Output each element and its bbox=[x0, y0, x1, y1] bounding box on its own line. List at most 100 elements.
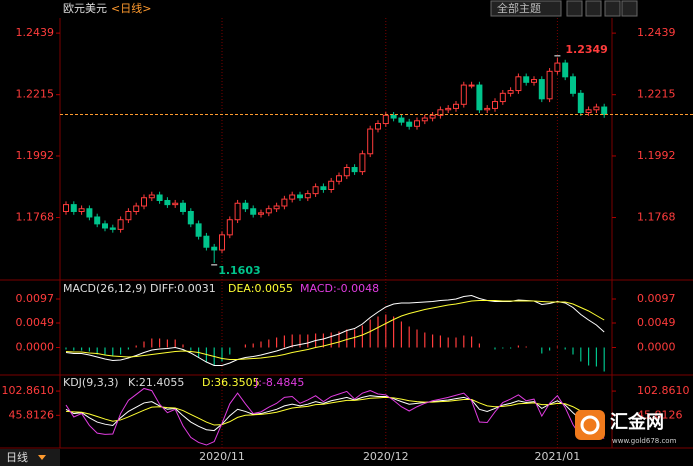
candle-body bbox=[429, 114, 436, 119]
candle-body bbox=[585, 109, 592, 114]
indicator-legend: MACD:-0.0048 bbox=[300, 282, 379, 295]
candle-body bbox=[125, 210, 132, 221]
candle-body bbox=[312, 186, 319, 195]
candle-body bbox=[70, 204, 77, 212]
period: <日线> bbox=[111, 1, 151, 15]
candle-body bbox=[94, 216, 101, 225]
candle-body bbox=[515, 76, 522, 92]
indicator-legend: DIFF:0.0031 bbox=[150, 282, 216, 295]
x-tick-label: 2020/11 bbox=[199, 450, 245, 463]
candle-body bbox=[172, 202, 179, 206]
candle-body bbox=[343, 167, 350, 177]
theme-button[interactable] bbox=[490, 0, 562, 17]
candle-body bbox=[102, 223, 108, 229]
candle-body bbox=[531, 79, 537, 83]
candle-body bbox=[546, 70, 553, 100]
tool-button[interactable] bbox=[585, 0, 602, 17]
candle-body bbox=[398, 117, 405, 123]
candle-body bbox=[304, 193, 311, 199]
candle-body bbox=[570, 76, 576, 94]
candle-body bbox=[523, 76, 530, 83]
candle-body bbox=[195, 223, 202, 237]
candle-body bbox=[460, 84, 467, 105]
candle-body bbox=[336, 175, 342, 182]
indicator-legend: DEA:0.0055 bbox=[228, 282, 293, 295]
candle-body bbox=[577, 92, 584, 114]
indicator-line bbox=[65, 300, 605, 360]
candle-body bbox=[203, 235, 210, 248]
candle-body bbox=[601, 106, 608, 115]
candle-body bbox=[78, 208, 85, 212]
candle-body bbox=[265, 208, 272, 214]
logo-mark bbox=[580, 415, 600, 435]
candle-body bbox=[414, 120, 420, 127]
candle-body bbox=[320, 186, 327, 191]
indicator-line bbox=[65, 396, 605, 426]
y-tick-label: 0.0000 bbox=[637, 341, 676, 354]
dropdown-arrow bbox=[38, 455, 46, 460]
y-tick-label: 102.8610 bbox=[637, 384, 690, 397]
candle-body bbox=[476, 84, 483, 111]
logo-name: 汇金网 bbox=[610, 411, 664, 433]
candle-body bbox=[562, 62, 569, 78]
candle-body bbox=[297, 194, 303, 199]
candle-body bbox=[445, 107, 452, 111]
y-tick-label: 102.8610 bbox=[2, 384, 55, 397]
x-tick-label: 2021/01 bbox=[535, 450, 581, 463]
y-tick-label: 0.0097 bbox=[16, 292, 55, 305]
candle-body bbox=[281, 198, 288, 207]
y-tick-label: 1.2215 bbox=[16, 88, 55, 101]
y-tick-label: 0.0049 bbox=[16, 316, 55, 329]
candle-body bbox=[499, 92, 506, 103]
y-tick-label: 1.2439 bbox=[16, 26, 55, 39]
candle-body bbox=[453, 103, 459, 109]
candle-body bbox=[554, 62, 561, 72]
tool-button[interactable] bbox=[604, 0, 621, 17]
candle-body bbox=[351, 167, 358, 173]
y-tick-label: 1.1992 bbox=[16, 149, 55, 162]
tool-button[interactable] bbox=[621, 0, 638, 17]
candle-body bbox=[289, 194, 296, 200]
candle-body bbox=[242, 202, 249, 210]
indicator-legend: K:21.4055 bbox=[128, 376, 184, 389]
candle-body bbox=[250, 208, 257, 215]
logo: 汇金网 www.gold678.com bbox=[575, 410, 677, 445]
indicator-line bbox=[65, 395, 605, 432]
candle-body bbox=[328, 180, 335, 191]
candle-body bbox=[468, 84, 475, 87]
candle-body bbox=[492, 101, 498, 109]
candle-body bbox=[390, 114, 397, 119]
candle-body bbox=[258, 212, 264, 215]
candle-body bbox=[406, 121, 413, 127]
candle-body bbox=[219, 234, 225, 251]
candle-body bbox=[180, 202, 186, 212]
candle-body bbox=[148, 194, 155, 199]
high-label: 1.2349 bbox=[565, 43, 607, 56]
period-tab-label[interactable]: 日线 bbox=[6, 450, 28, 464]
theme-button-label[interactable]: 全部主题 bbox=[497, 1, 541, 15]
candle-body bbox=[507, 90, 514, 94]
candle-body bbox=[109, 227, 116, 230]
candle-body bbox=[164, 199, 171, 206]
y-tick-label: 0.0049 bbox=[637, 316, 676, 329]
candle-body bbox=[117, 219, 124, 230]
candle-body bbox=[273, 205, 280, 210]
logo-icon bbox=[575, 410, 605, 440]
candle-body bbox=[187, 210, 194, 225]
candle-body bbox=[484, 107, 491, 111]
candle-body bbox=[86, 208, 93, 218]
period-tab[interactable] bbox=[0, 449, 60, 466]
indicator-title: KDJ(9,3,3) bbox=[63, 376, 119, 389]
candle-body bbox=[421, 117, 428, 122]
y-tick-label: 1.2215 bbox=[637, 88, 676, 101]
candle-body bbox=[226, 219, 233, 236]
tool-button[interactable] bbox=[566, 0, 583, 17]
candle-body bbox=[538, 79, 545, 100]
candle-body bbox=[382, 114, 389, 125]
candle-body bbox=[63, 204, 69, 212]
symbol: 欧元美元 bbox=[63, 2, 107, 15]
candle-body bbox=[211, 246, 218, 251]
